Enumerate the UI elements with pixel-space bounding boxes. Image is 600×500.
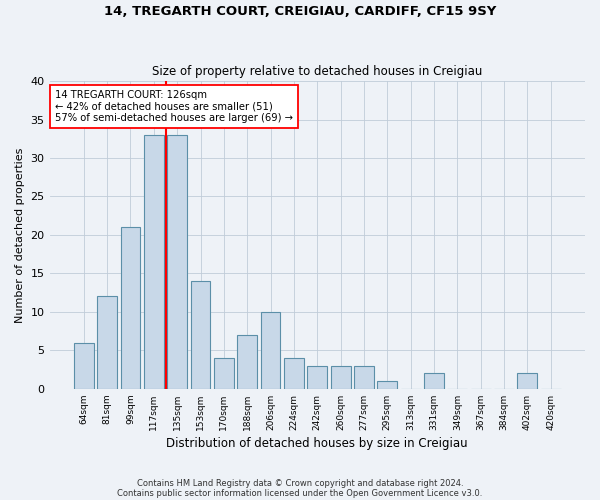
Bar [167,135,187,389]
Bar [238,335,257,389]
Bar [144,135,164,389]
Bar [74,342,94,389]
Title: Size of property relative to detached houses in Creigiau: Size of property relative to detached ho… [152,66,482,78]
Text: 14, TREGARTH COURT, CREIGIAU, CARDIFF, CF15 9SY: 14, TREGARTH COURT, CREIGIAU, CARDIFF, C… [104,5,496,18]
Bar [331,366,350,389]
Bar [97,296,117,389]
Bar [517,374,538,389]
Bar [214,358,234,389]
Bar [307,366,327,389]
Bar [354,366,374,389]
Text: 14 TREGARTH COURT: 126sqm
← 42% of detached houses are smaller (51)
57% of semi-: 14 TREGARTH COURT: 126sqm ← 42% of detac… [55,90,293,124]
Bar [121,227,140,389]
X-axis label: Distribution of detached houses by size in Creigiau: Distribution of detached houses by size … [166,437,468,450]
Bar [191,281,211,389]
Text: Contains HM Land Registry data © Crown copyright and database right 2024.: Contains HM Land Registry data © Crown c… [137,478,463,488]
Text: Contains public sector information licensed under the Open Government Licence v3: Contains public sector information licen… [118,488,482,498]
Bar [260,312,280,389]
Y-axis label: Number of detached properties: Number of detached properties [15,147,25,322]
Bar [424,374,444,389]
Bar [377,381,397,389]
Bar [284,358,304,389]
